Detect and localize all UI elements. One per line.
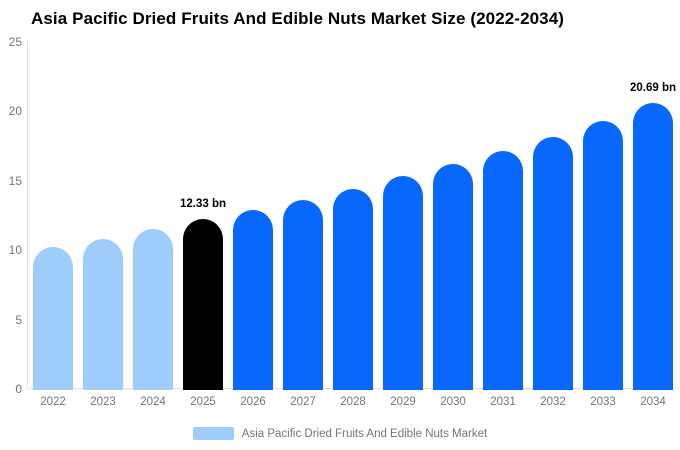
y-tick-label: 0 [15, 382, 22, 396]
x-tick-label-2022: 2022 [40, 396, 66, 408]
y-tick-label: 25 [8, 35, 22, 49]
bar-2026[interactable] [233, 209, 273, 390]
x-tick-label-2030: 2030 [440, 396, 466, 408]
x-tick-label-2026: 2026 [240, 396, 266, 408]
x-tick-label-2034: 2034 [640, 396, 666, 408]
y-tick-label: 15 [8, 173, 22, 188]
bar-2022[interactable] [33, 247, 73, 390]
bar-2027[interactable] [283, 199, 323, 390]
legend[interactable]: Asia Pacific Dried Fruits And Edible Nut… [0, 427, 680, 440]
bar-2029[interactable] [383, 176, 423, 390]
x-tick-label-2032: 2032 [540, 396, 566, 408]
chart-title: Asia Pacific Dried Fruits And Edible Nut… [31, 9, 565, 28]
legend-label: Asia Pacific Dried Fruits And Edible Nut… [241, 427, 488, 440]
bar-2034[interactable] [633, 102, 673, 390]
x-tick-label-2031: 2031 [490, 396, 516, 408]
legend-swatch-icon [192, 427, 234, 440]
y-tick-label: 20 [8, 104, 22, 119]
x-tick-label-2023: 2023 [90, 396, 116, 408]
x-tick-label-2024: 2024 [140, 396, 166, 408]
x-tick-label-2028: 2028 [340, 396, 366, 408]
bar-2023[interactable] [83, 238, 123, 390]
value-annotation-2025: 12.33 bn [179, 197, 227, 210]
bar-2030[interactable] [433, 163, 473, 390]
bar-2024[interactable] [133, 229, 173, 390]
bar-2032[interactable] [533, 137, 573, 390]
y-tick-label: 10 [8, 243, 22, 258]
x-tick-label-2027: 2027 [290, 396, 316, 408]
bar-2033[interactable] [583, 120, 623, 390]
x-tick-label-2033: 2033 [590, 396, 616, 408]
x-tick-label-2029: 2029 [390, 396, 416, 408]
bar-2031[interactable] [483, 151, 523, 390]
value-annotation-2034: 20.69 bn [629, 81, 677, 94]
x-tick-label-2025: 2025 [190, 396, 216, 408]
y-tick-label: 5 [15, 312, 22, 327]
bar-2028[interactable] [333, 188, 373, 390]
bar-2025[interactable] [183, 218, 223, 390]
